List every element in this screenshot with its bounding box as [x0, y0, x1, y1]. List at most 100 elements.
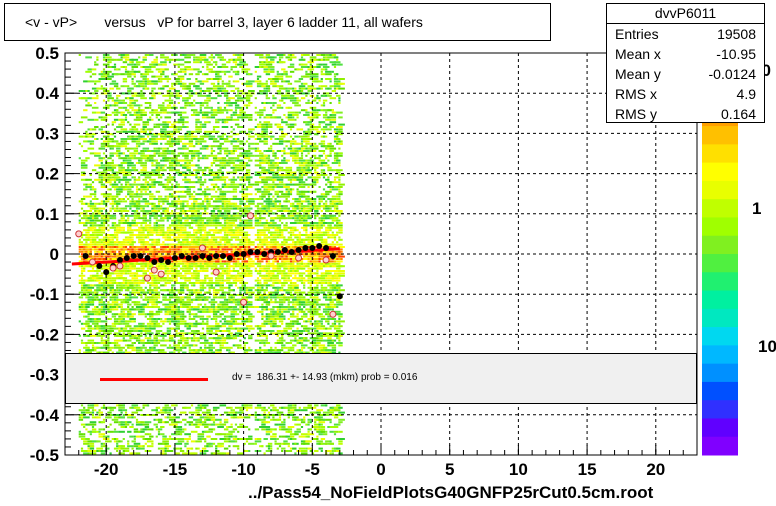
heatmap-cell [197, 128, 202, 131]
heatmap-cell [96, 56, 99, 59]
heatmap-cell [122, 298, 128, 301]
heatmap-cell [175, 344, 180, 347]
heatmap-cell [171, 277, 176, 280]
heatmap-cell [118, 164, 123, 167]
heatmap-cell [226, 70, 231, 73]
heatmap-cell [133, 150, 139, 152]
heatmap-cell [135, 202, 141, 205]
heatmap-cell [230, 178, 238, 181]
heatmap-cell [113, 428, 117, 431]
heatmap-cell [168, 92, 174, 95]
heatmap-cell [80, 198, 86, 200]
heatmap-cell [91, 255, 95, 258]
heatmap-cell [151, 162, 154, 164]
heatmap-cell [215, 75, 222, 78]
heatmap-cell [182, 200, 187, 203]
heatmap-cell [171, 303, 178, 306]
heatmap-cell [107, 243, 114, 246]
heatmap-cell [157, 219, 163, 222]
heatmap-cell [89, 452, 97, 455]
heatmap-cell [230, 114, 233, 116]
heatmap-cell [197, 68, 200, 71]
heatmap-cell [144, 183, 147, 186]
heatmap-cell [94, 178, 101, 181]
heatmap-cell [80, 310, 88, 313]
heatmap-cell [212, 128, 216, 131]
heatmap-cell [105, 181, 112, 184]
heatmap-cell [157, 291, 161, 294]
heatmap-cell [175, 238, 178, 241]
heatmap-cell [190, 337, 194, 340]
heatmap-cell [129, 106, 134, 109]
heatmap-cell [85, 130, 88, 133]
heatmap-cell [184, 186, 191, 188]
heatmap-cell [107, 157, 112, 160]
heatmap-cell [127, 430, 132, 433]
heatmap-cell [94, 291, 97, 294]
heatmap-cell [113, 73, 121, 76]
heatmap-cell [78, 291, 86, 294]
heatmap-cell [201, 169, 207, 172]
heatmap-cell [146, 150, 154, 152]
heatmap-cell [116, 286, 119, 289]
heatmap-cell [197, 214, 200, 217]
heatmap-cell [113, 301, 119, 304]
heatmap-cell [100, 142, 108, 145]
heatmap-cell [131, 219, 134, 222]
heatmap-cell [197, 226, 202, 229]
heatmap-cell [188, 318, 191, 320]
heatmap-cell [138, 133, 141, 136]
heatmap-cell [171, 166, 176, 169]
heatmap-cell [204, 130, 211, 133]
heatmap-cell [212, 178, 220, 181]
heatmap-cell [135, 229, 141, 232]
heatmap-cell [135, 183, 141, 186]
heatmap-cell [124, 447, 130, 450]
heatmap-cell [168, 164, 174, 167]
heatmap-cell [204, 346, 207, 349]
heatmap-cell [100, 126, 106, 128]
heatmap-cell [168, 142, 174, 145]
heatmap-cell [208, 241, 216, 244]
heatmap-cell [107, 284, 114, 287]
heatmap-cell [221, 306, 224, 308]
heatmap-cell [102, 63, 110, 66]
heatmap-cell [80, 274, 86, 277]
heatmap-cell [78, 433, 84, 436]
heatmap-cell [210, 114, 218, 116]
heatmap-cell [122, 178, 125, 181]
heatmap-cell [210, 164, 213, 167]
heatmap-cell [228, 75, 233, 78]
heatmap-cell [122, 56, 130, 59]
heatmap-cell [182, 318, 185, 320]
heatmap-cell [127, 166, 130, 169]
heatmap-cell [184, 121, 189, 124]
heatmap-cell [94, 409, 97, 412]
heatmap-cell [223, 138, 229, 140]
heatmap-cell [162, 246, 165, 248]
heatmap-cell [162, 152, 167, 155]
heatmap-cell [109, 286, 114, 289]
heatmap-cell [210, 70, 216, 73]
heatmap-cell [173, 351, 176, 354]
heatmap-cell [113, 241, 121, 244]
heatmap-cell [175, 200, 183, 203]
heatmap-cell [210, 430, 213, 433]
heatmap-cell [204, 450, 209, 452]
heatmap-cell [116, 344, 121, 347]
heatmap-cell [186, 332, 189, 335]
heatmap-cell [208, 200, 211, 203]
heatmap-cell [118, 123, 125, 126]
heatmap-cell [83, 416, 90, 419]
heatmap-cell [113, 135, 117, 138]
heatmap-cell [133, 445, 141, 448]
heatmap-cell [177, 128, 180, 131]
heatmap-cell [175, 303, 178, 306]
heatmap-cell [201, 306, 207, 308]
heatmap-cell [197, 250, 202, 253]
heatmap-cell [168, 174, 172, 176]
heatmap-cell [206, 291, 211, 294]
heatmap-cell [215, 186, 218, 188]
heatmap-cell [116, 450, 119, 452]
heatmap-cell [184, 284, 189, 287]
